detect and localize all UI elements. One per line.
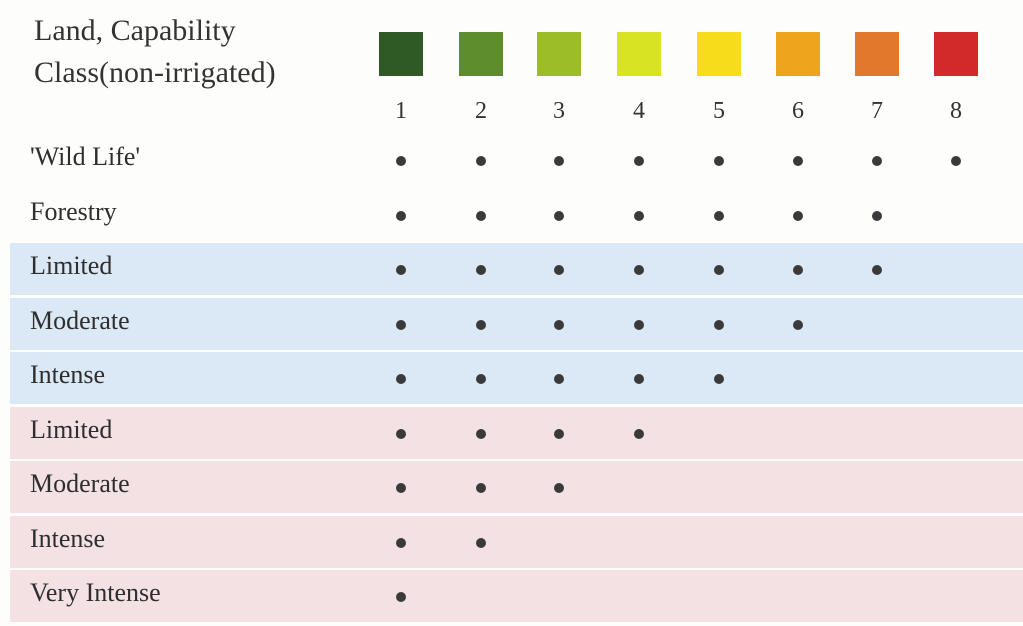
suitability-dot [476, 265, 486, 275]
title: Land, Capability Class(non-irrigated) [34, 10, 276, 94]
table-row: Limited [10, 243, 1023, 295]
title-line-2: Class(non-irrigated) [34, 56, 276, 89]
suitability-dot [793, 319, 803, 330]
suitability-dot [476, 428, 486, 439]
class-swatch-4 [617, 32, 661, 76]
suitability-dot [872, 210, 882, 221]
class-swatch-1 [379, 32, 423, 76]
suitability-dot [476, 156, 486, 166]
suitability-dot [396, 537, 406, 548]
suitability-dot [793, 210, 803, 221]
suitability-dot [396, 374, 406, 384]
suitability-dot [872, 156, 882, 166]
suitability-dot [476, 319, 486, 330]
row-label: Moderate [30, 469, 130, 498]
suitability-dot [634, 210, 644, 221]
class-swatch-3 [537, 32, 581, 76]
row-label: Limited [30, 251, 113, 280]
suitability-dot [396, 428, 406, 439]
class-number: 7 [871, 98, 883, 124]
suitability-dot [554, 210, 564, 221]
suitability-dot [554, 319, 564, 330]
table-row: Limited [10, 406, 1023, 459]
suitability-dot [476, 483, 486, 493]
suitability-dot [396, 156, 406, 166]
suitability-dot [793, 156, 803, 166]
class-number: 1 [395, 98, 407, 124]
class-number: 5 [713, 98, 725, 124]
suitability-dot [396, 319, 406, 330]
suitability-dot [951, 156, 961, 166]
suitability-dot [714, 210, 724, 221]
suitability-dot [634, 265, 644, 275]
suitability-dot [554, 374, 564, 384]
suitability-dot [554, 265, 564, 275]
suitability-dot [396, 483, 406, 493]
suitability-dot [634, 428, 644, 439]
class-number: 2 [475, 98, 487, 124]
suitability-dot [793, 265, 803, 275]
table-row: Very Intense [10, 570, 1023, 622]
row-label: Intense [30, 523, 106, 553]
suitability-dot [476, 374, 486, 384]
row-label: Moderate [30, 305, 130, 335]
class-number: 6 [792, 98, 804, 124]
class-number: 8 [950, 98, 962, 124]
suitability-dot [634, 374, 644, 384]
table-row: 'Wild Life' [10, 134, 1023, 186]
table-row: Intense [10, 515, 1023, 568]
suitability-dot [714, 156, 724, 166]
suitability-dot [396, 265, 406, 275]
suitability-dot [396, 592, 406, 602]
class-swatch-7 [855, 32, 899, 76]
class-swatch-2 [459, 32, 503, 76]
title-line-1: Land, Capability [34, 14, 236, 47]
class-swatch-8 [934, 32, 978, 76]
class-number: 4 [633, 98, 645, 124]
class-swatch-5 [697, 32, 741, 76]
row-label: Very Intense [30, 578, 161, 607]
suitability-dot [476, 210, 486, 221]
suitability-dot [554, 428, 564, 439]
suitability-dot [554, 156, 564, 166]
table-row: Forestry [10, 189, 1023, 241]
row-label: 'Wild Life' [30, 142, 141, 171]
row-label: Limited [30, 414, 113, 444]
suitability-dot [714, 265, 724, 275]
suitability-dot [634, 319, 644, 330]
suitability-dot [634, 156, 644, 166]
row-label: Intense [30, 360, 106, 389]
suitability-dot [554, 483, 564, 493]
table-row: Intense [10, 352, 1023, 404]
suitability-dot [872, 265, 882, 275]
class-swatch-6 [776, 32, 820, 76]
class-number: 3 [553, 98, 565, 124]
table-row: Moderate [10, 461, 1023, 513]
suitability-dot [714, 374, 724, 384]
suitability-dot [476, 537, 486, 548]
table-row: Moderate [10, 297, 1023, 350]
suitability-dot [396, 210, 406, 221]
suitability-dot [714, 319, 724, 330]
row-label: Forestry [30, 196, 117, 226]
